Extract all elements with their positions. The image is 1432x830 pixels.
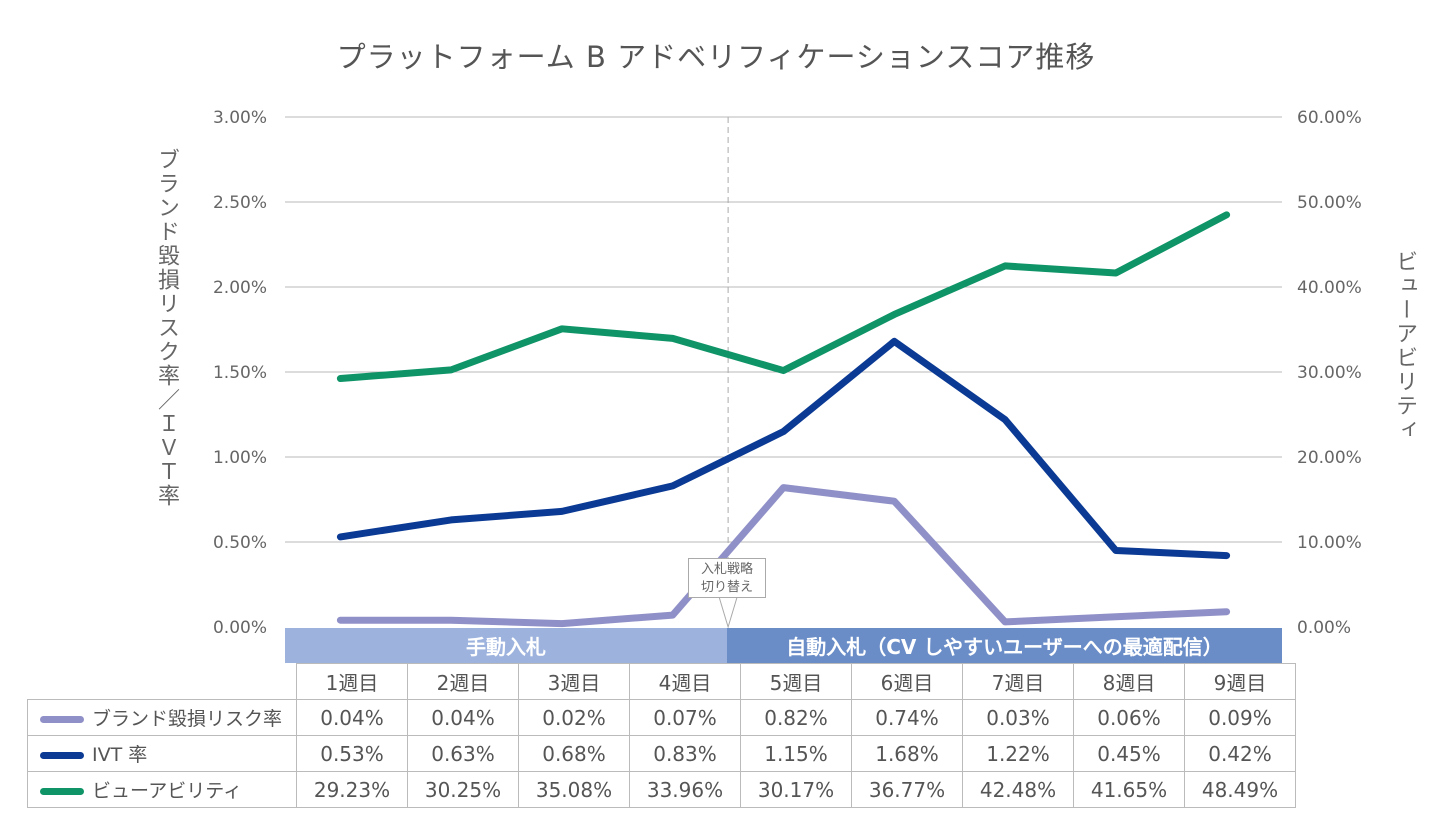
table-cell: 0.63%	[407, 735, 519, 772]
row-label: IVT 率	[27, 735, 297, 772]
table-cell: 48.49%	[1184, 771, 1296, 808]
week-header: 2週目	[407, 663, 519, 700]
y-right-tick-label: 40.00%	[1297, 278, 1362, 298]
callout-line-1: 入札戦略	[700, 562, 753, 577]
table-cell: 0.53%	[296, 735, 408, 772]
table-cell: 42.48%	[962, 771, 1074, 808]
table-row-ivt: IVT 率 0.53% 0.63% 0.68% 0.83% 1.15% 1.68…	[27, 735, 1296, 772]
table-cell: 35.08%	[518, 771, 630, 808]
week-header: 1週目	[296, 663, 408, 700]
table-cell: 0.68%	[518, 735, 630, 772]
y-left-tick-label: 2.00%	[213, 278, 267, 298]
phase-band-auto: 自動入札（CV しやすいユーザーへの最適配信）	[727, 628, 1282, 663]
y-axis-right-title: ビューアビリティ	[1392, 250, 1417, 442]
week-header: 6週目	[851, 663, 963, 700]
table-cell: 30.25%	[407, 771, 519, 808]
data-table: 1週目 2週目 3週目 4週目 5週目 6週目 7週目 8週目 9週目 ブランド…	[27, 663, 1296, 808]
table-cell: 0.04%	[296, 699, 408, 736]
y-right-tick-label: 0.00%	[1297, 618, 1351, 638]
table-cell: 1.15%	[740, 735, 852, 772]
table-cell: 1.22%	[962, 735, 1074, 772]
table-cell: 0.82%	[740, 699, 852, 736]
y-right-tick-label: 20.00%	[1297, 448, 1362, 468]
chart-title: プラットフォーム B アドベリフィケーションスコア推移	[336, 40, 1096, 74]
week-header: 8週目	[1073, 663, 1185, 700]
week-header: 3週目	[518, 663, 630, 700]
table-cell: 33.96%	[629, 771, 741, 808]
table-cell: 0.07%	[629, 699, 741, 736]
table-cell: 0.45%	[1073, 735, 1185, 772]
week-header: 9週目	[1184, 663, 1296, 700]
week-header: 4週目	[629, 663, 741, 700]
row-label: ブランド毀損リスク率	[27, 699, 297, 736]
y-left-tick-label: 0.50%	[213, 533, 267, 553]
legend-swatch-ivt	[40, 752, 84, 759]
table-cell: 41.65%	[1073, 771, 1185, 808]
table-cell: 0.42%	[1184, 735, 1296, 772]
callout-line-2: 切り替え	[700, 580, 753, 595]
table-cell: 0.74%	[851, 699, 963, 736]
series-line-2	[336, 211, 1231, 383]
callout-pointer	[718, 596, 738, 629]
legend-swatch-viewability	[40, 788, 84, 795]
table-cell: 0.02%	[518, 699, 630, 736]
legend-swatch-brand-risk	[40, 716, 84, 723]
week-header: 5週目	[740, 663, 852, 700]
table-cell: 0.06%	[1073, 699, 1185, 736]
table-row-brand-risk: ブランド毀損リスク率 0.04% 0.04% 0.02% 0.07% 0.82%…	[27, 699, 1296, 736]
y-right-tick-label: 10.00%	[1297, 533, 1362, 553]
table-row-viewability: ビューアビリティ 29.23% 30.25% 35.08% 33.96% 30.…	[27, 771, 1296, 808]
table-cell: 30.17%	[740, 771, 852, 808]
y-right-tick-label: 60.00%	[1297, 108, 1362, 128]
y-left-tick-label: 3.00%	[213, 108, 267, 128]
week-header-row: 1週目 2週目 3週目 4週目 5週目 6週目 7週目 8週目 9週目	[27, 663, 1296, 700]
phase-band-manual: 手動入札	[285, 628, 727, 663]
legend-label: ビューアビリティ	[92, 780, 243, 802]
legend-label: IVT 率	[92, 744, 148, 766]
week-header: 7週目	[962, 663, 1074, 700]
table-cell: 29.23%	[296, 771, 408, 808]
table-corner	[27, 663, 297, 700]
legend-label: ブランド毀損リスク率	[92, 708, 283, 730]
y-left-tick-label: 1.50%	[213, 363, 267, 383]
y-right-tick-label: 50.00%	[1297, 193, 1362, 213]
table-cell: 0.04%	[407, 699, 519, 736]
y-left-tick-label: 1.00%	[213, 448, 267, 468]
strategy-switch-callout: 入札戦略 切り替え	[688, 558, 766, 598]
table-cell: 1.68%	[851, 735, 963, 772]
y-left-tick-label: 2.50%	[213, 193, 267, 213]
table-cell: 36.77%	[851, 771, 963, 808]
y-axis-left-title: ブランド毀損リスク率／ＩＶＴ率	[154, 148, 179, 508]
row-label: ビューアビリティ	[27, 771, 297, 808]
y-right-tick-label: 30.00%	[1297, 363, 1362, 383]
table-cell: 0.09%	[1184, 699, 1296, 736]
table-cell: 0.03%	[962, 699, 1074, 736]
series-line-0	[336, 484, 1231, 628]
y-left-tick-label: 0.00%	[213, 618, 267, 638]
table-cell: 0.83%	[629, 735, 741, 772]
